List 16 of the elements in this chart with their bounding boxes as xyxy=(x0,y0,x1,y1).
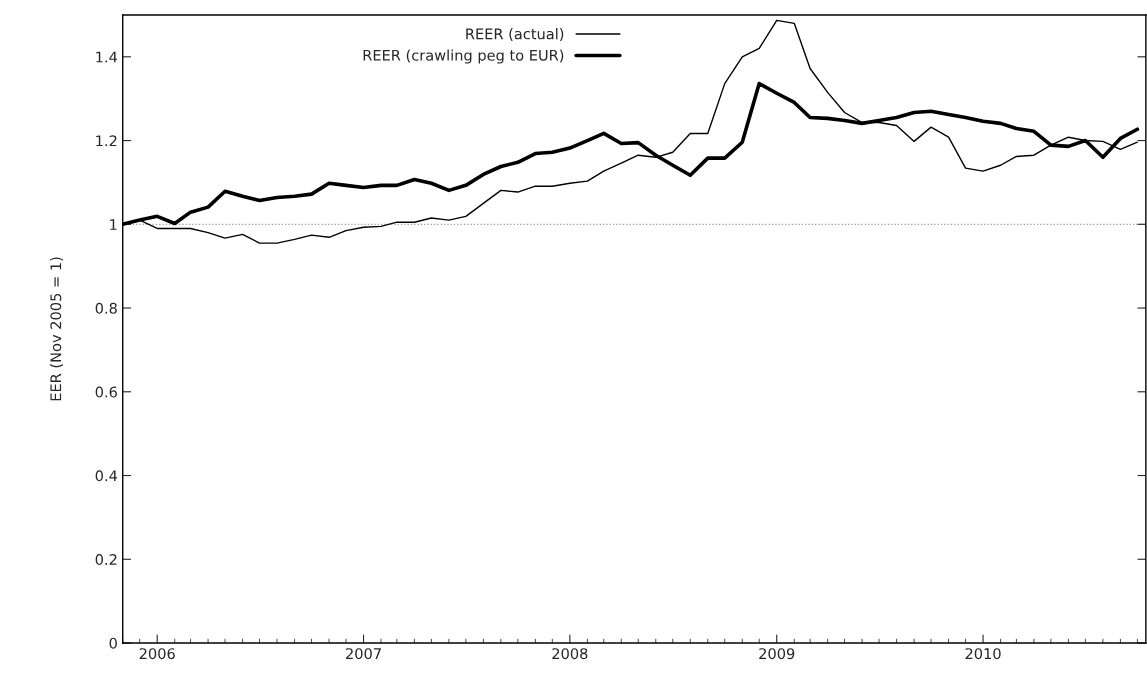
legend-label: REER (crawling peg to EUR) xyxy=(363,49,564,64)
x-tick-label: 2006 xyxy=(139,648,175,660)
x-tick-label: 2007 xyxy=(346,648,381,660)
x-tick-label: 2008 xyxy=(552,648,588,660)
x-tick-label: 2009 xyxy=(759,648,795,660)
y-tick-label: 0 xyxy=(109,637,117,649)
y-tick-label: 0.8 xyxy=(95,302,117,314)
y-tick-label: 0.6 xyxy=(95,386,117,398)
y-axis-title: EER (Nov 2005 = 1) xyxy=(50,257,64,401)
y-tick-label: 1.2 xyxy=(96,135,117,147)
legend-label: REER (actual) xyxy=(466,28,564,42)
y-tick-label: 0.4 xyxy=(95,470,118,482)
y-tick-label: 1 xyxy=(110,219,117,230)
y-tick-label: 1.4 xyxy=(96,51,118,63)
y-tick-label: 0.2 xyxy=(95,553,117,566)
x-tick-label: 2010 xyxy=(965,648,1001,660)
